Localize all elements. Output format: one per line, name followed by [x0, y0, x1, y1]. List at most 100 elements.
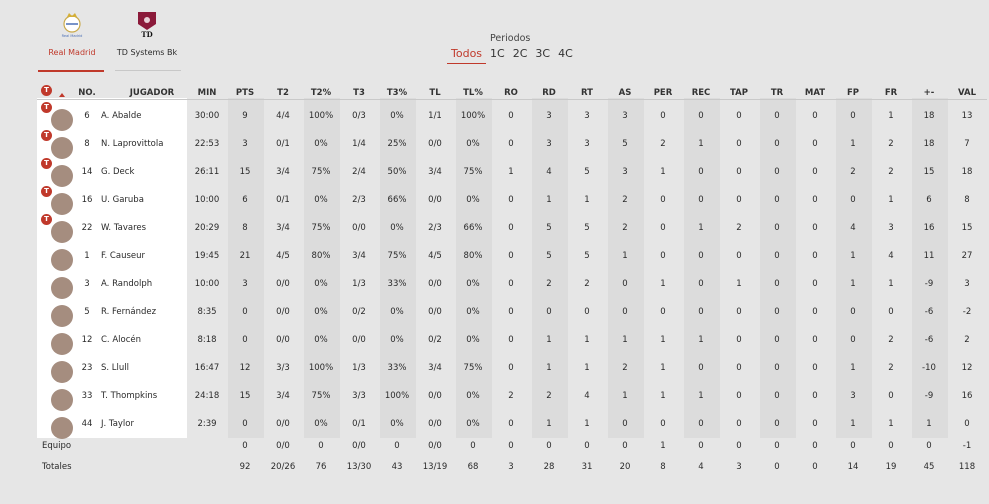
team-tab-td-systems[interactable]: TD TD Systems Bk — [113, 0, 181, 72]
column-header-t3[interactable]: T3 — [353, 88, 365, 98]
player-number: 16 — [81, 195, 93, 205]
stat-cell: 0 — [736, 167, 742, 177]
stat-cell: 31 — [581, 462, 593, 472]
stat-cell: 0 — [850, 111, 856, 121]
stat-cell: 0 — [394, 441, 400, 451]
stat-cell: 0 — [698, 363, 704, 373]
stat-cell: 1 — [584, 363, 590, 373]
stat-cell: 0 — [660, 223, 666, 233]
stat-cell: 2 — [546, 279, 552, 289]
column-header-tl[interactable]: TL% — [463, 88, 483, 98]
stat-cell: 43 — [391, 462, 403, 472]
period-tab-4c[interactable]: 4C — [558, 47, 573, 60]
stat-cell: 66% — [387, 195, 407, 205]
column-header-val[interactable]: VAL — [958, 88, 976, 98]
stat-cell: 4/5 — [428, 251, 442, 261]
stat-cell: 1 — [698, 335, 704, 345]
stat-cell: 0 — [318, 441, 324, 451]
stat-cell: 5 — [546, 251, 552, 261]
column-header-tap[interactable]: TAP — [730, 88, 748, 98]
player-name: J. Taylor — [101, 419, 134, 429]
column-header-t2[interactable]: T2% — [310, 88, 332, 98]
stat-cell: 0 — [812, 111, 818, 121]
stat-cell: 1 — [508, 167, 514, 177]
column-header-rd[interactable]: RD — [542, 88, 556, 98]
stat-cell: 0 — [660, 251, 666, 261]
player-number: 44 — [81, 419, 93, 429]
team-tab-real-madrid[interactable]: Real Madrid Real Madrid — [38, 0, 106, 72]
stat-cell: 0 — [736, 391, 742, 401]
column-header-[interactable]: +- — [923, 88, 935, 98]
stat-cell: 0 — [242, 335, 248, 345]
stat-cell: 0% — [314, 279, 328, 289]
stat-cell: 0 — [698, 111, 704, 121]
column-header-fp[interactable]: FP — [846, 88, 860, 98]
stat-cell: 1 — [546, 419, 552, 429]
column-header-fr[interactable]: FR — [884, 88, 898, 98]
stat-cell: 75% — [387, 251, 407, 261]
stat-cell: 0% — [314, 195, 328, 205]
stat-cell: 0 — [508, 195, 514, 205]
period-tab-2c[interactable]: 2C — [512, 47, 528, 60]
player-number: 3 — [84, 279, 90, 289]
stat-cell: 0 — [736, 111, 742, 121]
stat-cell: 1 — [584, 419, 590, 429]
stat-cell: 0 — [508, 279, 514, 289]
stat-cell: 0 — [812, 139, 818, 149]
stat-cell: 100% — [384, 391, 410, 401]
column-header-no[interactable]: NO. — [78, 88, 96, 98]
column-header-t2[interactable]: T2 — [277, 88, 289, 98]
column-header-rec[interactable]: REC — [691, 88, 711, 98]
stat-cell: 75% — [463, 167, 483, 177]
column-header-ro[interactable]: RO — [504, 88, 518, 98]
column-header-mat[interactable]: MAT — [804, 88, 826, 98]
stat-cell: 0 — [812, 251, 818, 261]
column-header-t3[interactable]: T3% — [386, 88, 408, 98]
stat-cell: 27 — [961, 251, 973, 261]
player-name: S. Llull — [101, 363, 130, 373]
stat-cell: 0 — [508, 139, 514, 149]
column-band — [456, 98, 492, 438]
stat-cell: 16 — [923, 223, 935, 233]
player-number: 12 — [81, 335, 93, 345]
column-header-as[interactable]: AS — [618, 88, 632, 98]
stat-cell: 10:00 — [194, 279, 220, 289]
period-tab-todos[interactable]: Todos — [447, 47, 487, 64]
stat-cell: 0/2 — [352, 307, 366, 317]
stat-cell: 0% — [466, 335, 480, 345]
stat-cell: 0 — [774, 111, 780, 121]
stat-cell: 1 — [660, 335, 666, 345]
column-header-jugador[interactable]: JUGADOR — [129, 88, 175, 98]
column-band — [304, 98, 340, 438]
player-avatar — [51, 389, 73, 411]
stat-cell: 1 — [660, 167, 666, 177]
stat-cell: 2/3 — [352, 195, 366, 205]
column-header-tl[interactable]: TL — [429, 88, 441, 98]
stat-cell: 2 — [888, 167, 894, 177]
stat-cell: 0/0 — [276, 279, 290, 289]
column-header-rt[interactable]: RT — [581, 88, 593, 98]
column-header-per[interactable]: PER — [653, 88, 673, 98]
stat-cell: 0/1 — [352, 419, 366, 429]
player-name: N. Laprovittola — [101, 139, 164, 149]
stat-cell: 18 — [923, 139, 935, 149]
sort-asc-icon[interactable] — [59, 93, 65, 97]
period-tab-3c[interactable]: 3C — [535, 47, 551, 60]
player-name: F. Causeur — [101, 251, 145, 261]
stat-cell: 1 — [736, 279, 742, 289]
stat-cell: 18 — [961, 167, 973, 177]
stat-cell: 3 — [584, 139, 590, 149]
stat-cell: 0 — [736, 335, 742, 345]
player-number: 1 — [84, 251, 90, 261]
column-header-min[interactable]: MIN — [197, 88, 217, 98]
period-tab-1c[interactable]: 1C — [490, 47, 505, 60]
player-avatar — [51, 109, 73, 131]
player-name: W. Tavares — [101, 223, 147, 233]
stat-cell: 0/2 — [428, 335, 442, 345]
column-band — [684, 98, 720, 438]
stat-cell: 3 — [546, 111, 552, 121]
player-avatar — [51, 417, 73, 439]
column-header-tr[interactable]: TR — [770, 88, 784, 98]
starter-badge: T — [41, 186, 52, 197]
column-header-pts[interactable]: PTS — [235, 88, 255, 98]
